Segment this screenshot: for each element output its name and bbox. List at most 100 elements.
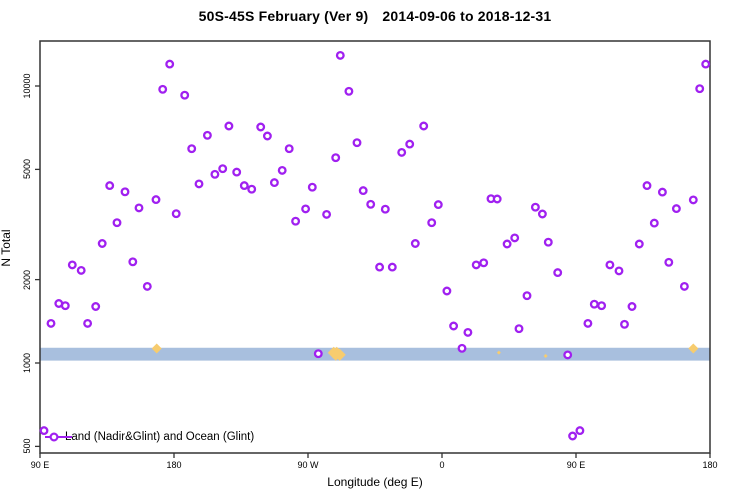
data-point [194,179,204,189]
data-point [657,187,667,197]
data-point [112,218,122,228]
orange-diamond-marker [688,343,699,354]
data-point [575,426,585,436]
data-point [695,84,705,94]
y-tick-label: 500 [22,438,32,454]
data-point [583,318,593,328]
data-point [479,258,489,268]
orange-diamond-marker [151,343,162,354]
data-point [239,181,249,191]
legend-label: Land (Nadir&Glint) and Ocean (Glint) [65,431,255,443]
data-point [375,262,385,272]
data-point [158,84,168,94]
data-point [471,260,481,270]
data-point [537,209,547,219]
data-point [60,301,70,311]
data-point [232,167,242,177]
data-point [510,233,520,243]
data-point [134,203,144,213]
data-point [679,281,689,291]
data-point [91,302,101,311]
data-point [187,144,197,154]
data-point [589,299,599,309]
x-tick-label: 0 [439,460,445,470]
data-point [522,291,532,301]
data-point [433,200,443,210]
data-point [502,239,512,249]
orange-dot-marker [543,353,548,358]
x-tick-label: 90 E [566,460,586,470]
data-point [284,144,294,154]
data-point [627,302,637,311]
data-point [307,182,317,192]
data-point [358,186,368,196]
x-tick-label: 180 [702,460,718,470]
data-point [492,194,502,204]
data-point [322,209,332,219]
data-point [210,169,220,179]
legend: Land (Nadir&Glint) and Ocean (Glint) [44,429,254,445]
data-point [405,139,415,149]
data-point [563,350,573,360]
data-point [105,181,115,191]
y-tick-label: 10000 [22,73,32,99]
data-point [352,138,362,148]
data-point [331,153,341,163]
data-point [202,130,212,140]
data-point [427,218,437,228]
data-point [664,257,674,267]
legend-symbol [45,432,72,442]
data-point [151,195,161,205]
data-point [97,239,107,248]
data-point [366,199,376,209]
orange-star-marker [331,352,340,361]
chart-title-daterange: 2014-09-06 to 2018-12-31 [382,8,552,24]
data-point [568,431,578,441]
chart-title-region: 50S-45S February (Ver 9) [198,8,369,24]
data-point [514,324,524,334]
plot-frame [39,40,711,454]
y-tick-label: 2000 [22,269,32,290]
data-point [313,349,323,359]
y-tick-label: 5000 [22,159,32,180]
data-point [457,343,467,353]
data-point [671,204,681,214]
data-point [301,204,311,214]
data-point [634,239,644,249]
data-point [410,239,420,248]
data-point [397,147,407,157]
data-point [39,426,49,436]
data-point [171,209,181,219]
data-point [83,318,93,328]
data-point [180,90,190,100]
data-point [380,204,390,214]
data-point [614,266,624,276]
data-point [344,86,354,96]
data-point [165,59,175,69]
data-point [256,122,266,132]
data-point [649,218,659,228]
y-tick-label: 1000 [22,352,32,374]
data-point [67,260,77,270]
data-point [701,59,711,69]
data-point [335,50,345,60]
data-point [120,187,130,197]
data-point [553,268,563,278]
chart-title: 50S-45S February (Ver 9) 2014-09-06 to 2… [0,8,750,24]
data-point [46,318,56,328]
data-point [688,195,698,205]
data-point [269,178,279,188]
data-point [387,262,397,272]
x-tick-label: 90 W [297,460,319,470]
x-tick-label: 90 E [30,460,50,470]
data-point [597,301,607,311]
data-point [442,286,452,296]
data-point [76,265,86,275]
data-point [224,121,234,131]
data-point [605,260,615,270]
x-axis-title: Longitude (deg E) [327,475,423,489]
data-point [262,131,272,141]
data-point [247,184,257,194]
